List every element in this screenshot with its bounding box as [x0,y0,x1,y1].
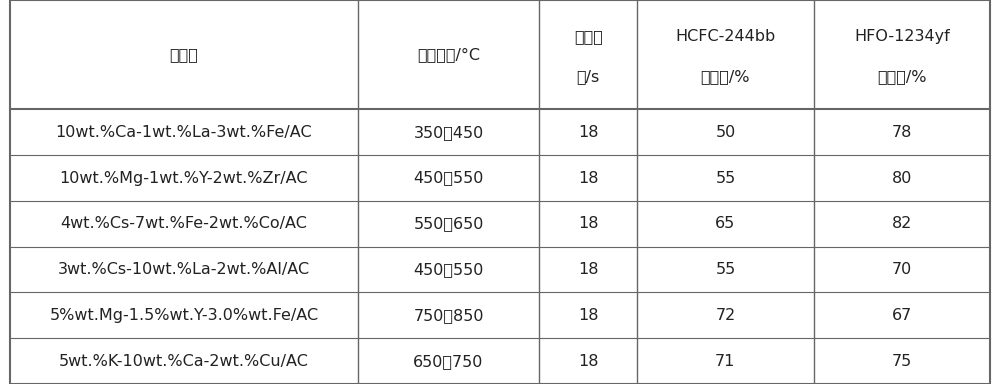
Text: 反应温度/°C: 反应温度/°C [417,47,480,62]
Text: 催化剂: 催化剂 [170,47,198,62]
Text: 选择性/%: 选择性/% [877,69,927,84]
Text: 71: 71 [715,354,736,369]
Text: 450～550: 450～550 [413,262,484,277]
Text: 55: 55 [715,170,736,185]
Text: 72: 72 [715,308,736,323]
Text: 78: 78 [892,125,912,140]
Text: HFO-1234yf: HFO-1234yf [854,29,950,44]
Text: 18: 18 [578,125,598,140]
Text: 75: 75 [892,354,912,369]
Text: 65: 65 [715,216,736,231]
Text: 350～450: 350～450 [413,125,484,140]
Text: 接触时: 接触时 [574,29,603,44]
Text: 82: 82 [892,216,912,231]
Text: 67: 67 [892,308,912,323]
Text: 10wt.%Mg-1wt.%Y-2wt.%Zr/AC: 10wt.%Mg-1wt.%Y-2wt.%Zr/AC [60,170,308,185]
Text: 450～550: 450～550 [413,170,484,185]
Text: 5%wt.Mg-1.5%wt.Y-3.0%wt.Fe/AC: 5%wt.Mg-1.5%wt.Y-3.0%wt.Fe/AC [49,308,319,323]
Text: 18: 18 [578,170,598,185]
Text: 50: 50 [715,125,736,140]
Text: 70: 70 [892,262,912,277]
Text: 5wt.%K-10wt.%Ca-2wt.%Cu/AC: 5wt.%K-10wt.%Ca-2wt.%Cu/AC [59,354,309,369]
Text: 3wt.%Cs-10wt.%La-2wt.%Al/AC: 3wt.%Cs-10wt.%La-2wt.%Al/AC [58,262,310,277]
Text: 18: 18 [578,262,598,277]
Text: 18: 18 [578,216,598,231]
Text: 4wt.%Cs-7wt.%Fe-2wt.%Co/AC: 4wt.%Cs-7wt.%Fe-2wt.%Co/AC [61,216,307,231]
Text: 650～750: 650～750 [413,354,484,369]
Text: HCFC-244bb: HCFC-244bb [675,29,776,44]
Text: 750～850: 750～850 [413,308,484,323]
Text: 转化率/%: 转化率/% [701,69,750,84]
Text: 550～650: 550～650 [413,216,484,231]
Text: 18: 18 [578,308,598,323]
Text: 10wt.%Ca-1wt.%La-3wt.%Fe/AC: 10wt.%Ca-1wt.%La-3wt.%Fe/AC [56,125,312,140]
Text: 55: 55 [715,262,736,277]
Text: 80: 80 [892,170,912,185]
Text: 间/s: 间/s [577,69,600,84]
Text: 18: 18 [578,354,598,369]
